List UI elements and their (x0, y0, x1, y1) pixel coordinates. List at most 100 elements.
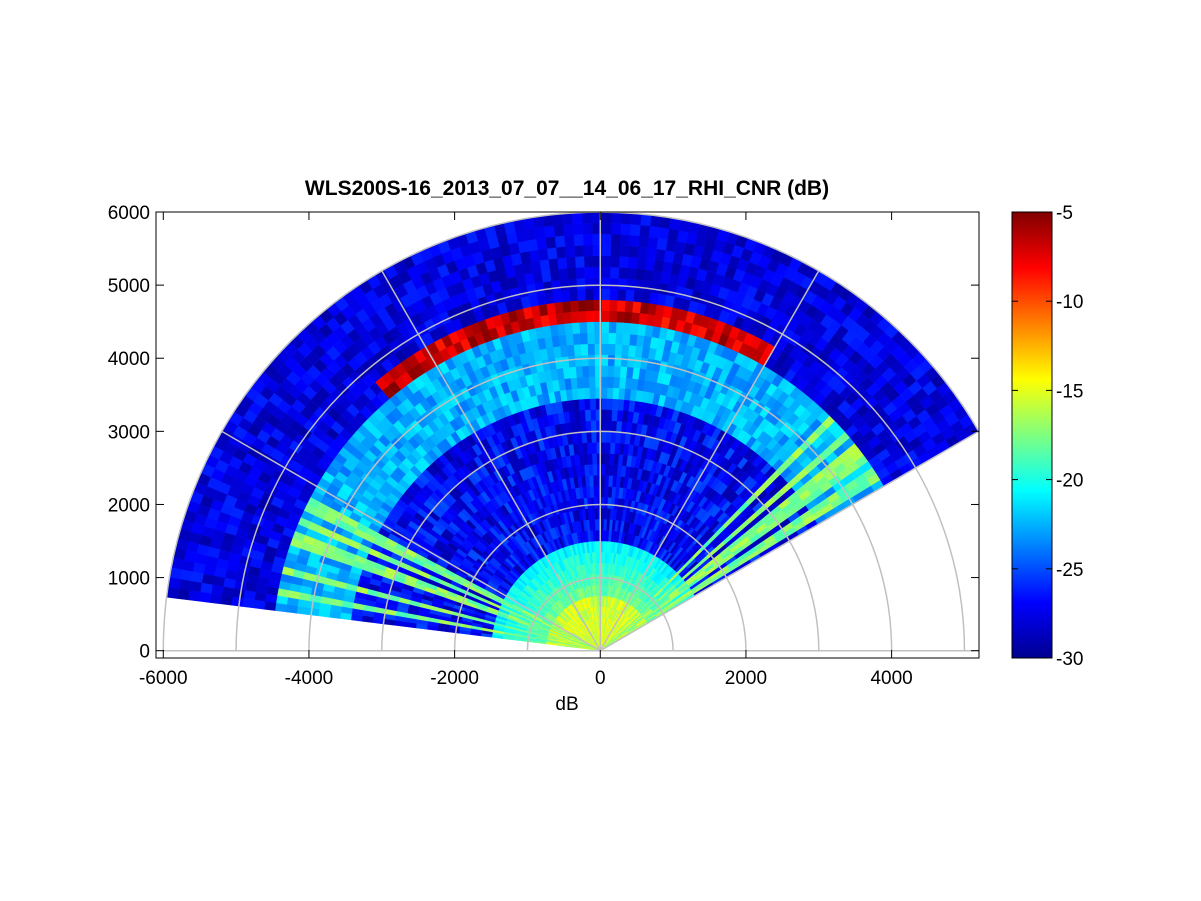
radar-cell (560, 289, 571, 303)
radar-cell (588, 365, 596, 377)
radar-cell (573, 343, 582, 356)
radar-cell (625, 278, 636, 291)
radar-cell (553, 224, 565, 237)
radar-cell (608, 310, 618, 323)
radar-cell (606, 376, 614, 389)
radar-cell (611, 398, 619, 411)
radar-cell (581, 212, 593, 224)
radar-cell (639, 224, 651, 238)
radar-cell (600, 474, 606, 487)
radar-cell (610, 233, 621, 246)
radar-cell (601, 343, 609, 355)
radar-cell (636, 257, 647, 270)
radar-cell (616, 299, 626, 312)
y-tick-label: 4000 (108, 349, 150, 370)
radar-cell (573, 234, 584, 246)
radar-cell (609, 266, 620, 279)
radar-cell (571, 212, 583, 225)
radar-cell (628, 234, 640, 247)
x-tick-label: -2000 (430, 668, 479, 689)
radar-cell (584, 277, 594, 290)
radar-cell (614, 332, 624, 345)
y-tick-label: 1000 (108, 569, 150, 590)
x-axis-label: dB (555, 694, 578, 715)
radar-cell (604, 475, 610, 487)
radar-cell (576, 376, 584, 389)
radar-cell (578, 310, 587, 323)
radar-cell (555, 246, 567, 259)
radar-cell (579, 332, 588, 345)
radar-cell (570, 311, 580, 324)
radar-cell (564, 322, 573, 335)
radar-cell (612, 376, 621, 389)
radar-cell (563, 234, 575, 247)
radar-cell (617, 387, 626, 400)
radar-cell (616, 409, 624, 422)
radar-cell (608, 299, 618, 312)
radar-cell (571, 322, 581, 335)
radar-cell (534, 226, 546, 240)
radar-cell (614, 343, 623, 356)
radar-cell (585, 431, 592, 443)
y-tick-label: 0 (139, 642, 150, 663)
radar-cell (617, 398, 625, 411)
radar-cell (589, 387, 596, 399)
radar-cell (586, 332, 595, 345)
radar-cell (585, 420, 592, 433)
radar-cell (640, 290, 651, 304)
colorbar-ticks: -5 -10 -15 -20 -25 -30 (1012, 203, 1083, 670)
radar-cell (609, 277, 619, 290)
colorbar-tick-label: -10 (1056, 292, 1083, 313)
radar-cell (549, 268, 560, 282)
radar-cell (600, 365, 608, 377)
radar-cell (561, 212, 574, 225)
radar-cell (648, 225, 660, 239)
radar-cell (629, 223, 641, 237)
radar-cell (613, 365, 621, 378)
radar-cell (575, 365, 583, 378)
y-tick-label: 2000 (108, 495, 150, 516)
radar-cell (623, 388, 632, 401)
radar-cell (629, 322, 639, 336)
radar-cell (583, 255, 594, 268)
radar-cell (600, 496, 605, 509)
radar-cell (620, 223, 631, 236)
radar-cell (585, 299, 595, 312)
radar-cell (606, 387, 614, 399)
radar-cell (535, 237, 548, 251)
radar-cell (624, 300, 634, 313)
radar-cell (590, 431, 597, 443)
radar-cell (242, 598, 255, 609)
radar-cell (548, 258, 559, 271)
radar-cell (603, 518, 607, 531)
radar-cell (584, 409, 591, 422)
y-tick-label: 3000 (108, 422, 150, 443)
radar-cell (565, 333, 574, 346)
radar-cell (608, 332, 617, 345)
radar-cell (601, 288, 610, 301)
radar-cell (633, 279, 644, 292)
radar-cell (618, 256, 629, 269)
radar-cell (601, 244, 612, 257)
radar-cell (601, 266, 611, 279)
radar-cell (577, 299, 587, 312)
radar-cell (620, 212, 632, 225)
radar-cell (630, 212, 642, 226)
radar-cell (585, 310, 595, 323)
radar-cell (638, 235, 649, 248)
radar-cell (565, 256, 576, 269)
radar-cell (593, 496, 598, 509)
radar-cell (589, 409, 597, 421)
radar-cell (600, 507, 605, 520)
radar-cell (642, 280, 653, 293)
radar-cell (605, 442, 611, 454)
radar-cell (601, 222, 612, 235)
radar-cell (600, 431, 607, 443)
radar-cell (600, 398, 608, 410)
radar-cell (616, 310, 625, 323)
radar-cell (640, 213, 652, 227)
grid-spoke (599, 430, 979, 652)
radar-cell (600, 409, 607, 421)
radar-cell (647, 236, 659, 250)
